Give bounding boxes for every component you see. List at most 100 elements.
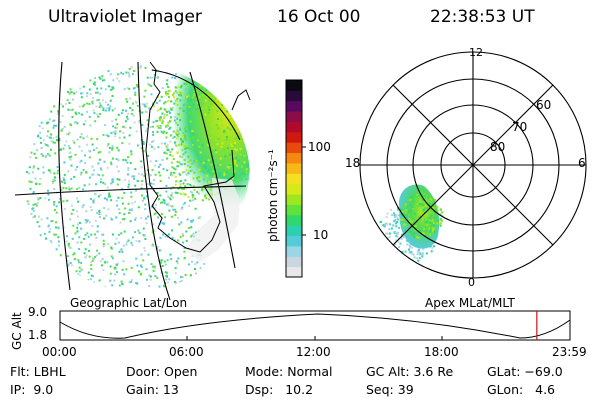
speckle-pixel [123, 213, 126, 216]
speckle-pixel [114, 107, 117, 110]
speckle-pixel [395, 258, 398, 260]
speckle-pixel [402, 210, 405, 213]
speckle-pixel [112, 157, 114, 160]
speckle-pixel [124, 120, 127, 123]
speckle-pixel [413, 232, 416, 235]
speckle-pixel [90, 268, 93, 270]
speckle-pixel [235, 164, 238, 167]
speckle-pixel [225, 138, 228, 141]
speckle-pixel [194, 263, 197, 266]
speckle-pixel [413, 212, 416, 215]
speckle-pixel [238, 108, 241, 111]
speckle-pixel [118, 136, 121, 139]
speckle-pixel [54, 124, 57, 127]
speckle-pixel [142, 142, 145, 145]
speckle-pixel [433, 245, 435, 248]
speckle-pixel [67, 133, 70, 136]
speckle-pixel [221, 103, 224, 106]
speckle-pixel [70, 204, 73, 207]
speckle-pixel [50, 133, 53, 136]
speckle-pixel [129, 126, 132, 129]
speckle-pixel [416, 253, 419, 256]
speckle-pixel [187, 263, 190, 266]
speckle-pixel [245, 116, 248, 119]
speckle-pixel [170, 194, 173, 197]
mlt-label-18: 18 [345, 156, 361, 170]
speckle-pixel [166, 235, 169, 238]
speckle-pixel [77, 215, 79, 218]
speckle-pixel [159, 236, 162, 239]
colorbar-swatch [286, 256, 302, 268]
speckle-pixel [31, 171, 34, 174]
speckle-pixel [94, 83, 97, 86]
speckle-pixel [386, 212, 389, 215]
speckle-pixel [116, 123, 119, 126]
speckle-pixel [39, 197, 42, 199]
speckle-pixel [394, 257, 396, 259]
speckle-pixel [376, 238, 379, 241]
speckle-pixel [146, 76, 149, 79]
speckle-pixel [157, 216, 160, 219]
speckle-pixel [201, 199, 204, 202]
speckle-pixel [171, 192, 174, 195]
speckle-pixel [177, 187, 180, 190]
speckle-pixel [180, 208, 183, 211]
speckle-pixel [64, 207, 66, 210]
speckle-pixel [172, 130, 175, 133]
speckle-pixel [393, 216, 396, 218]
colorbar-swatch [286, 214, 302, 226]
speckle-pixel [214, 149, 217, 152]
speckle-pixel [189, 166, 192, 168]
speckle-pixel [120, 112, 123, 115]
speckle-pixel [178, 143, 181, 146]
speckle-pixel [156, 192, 159, 194]
speckle-pixel [192, 177, 195, 180]
speckle-pixel [89, 79, 92, 82]
speckle-pixel [82, 188, 85, 191]
speckle-pixel [117, 149, 120, 152]
speckle-pixel [218, 132, 221, 135]
speckle-pixel [57, 110, 60, 113]
speckle-pixel [416, 205, 419, 208]
speckle-pixel [171, 155, 174, 158]
speckle-pixel [383, 225, 386, 228]
speckle-pixel [121, 202, 124, 205]
speckle-pixel [79, 136, 82, 139]
speckle-pixel [68, 102, 71, 104]
speckle-pixel [99, 167, 102, 170]
speckle-pixel [208, 109, 211, 111]
speckle-pixel [232, 94, 235, 97]
speckle-pixel [102, 245, 105, 248]
speckle-pixel [105, 107, 108, 110]
speckle-pixel [90, 261, 93, 264]
speckle-pixel [83, 123, 85, 126]
speckle-pixel [60, 148, 62, 151]
speckle-pixel [173, 141, 176, 144]
speckle-pixel [107, 135, 110, 138]
speckle-pixel [28, 166, 31, 169]
speckle-pixel [48, 230, 51, 233]
speckle-pixel [408, 232, 411, 235]
speckle-pixel [166, 111, 169, 113]
speckle-pixel [182, 182, 185, 185]
speckle-pixel [138, 270, 141, 273]
speckle-pixel [33, 143, 36, 146]
speckle-pixel [62, 147, 65, 150]
speckle-pixel [41, 127, 44, 130]
speckle-pixel [388, 232, 391, 235]
speckle-pixel [82, 168, 85, 171]
speckle-pixel [80, 92, 83, 95]
speckle-pixel [98, 174, 101, 177]
speckle-pixel [175, 133, 178, 136]
speckle-pixel [149, 143, 152, 146]
speckle-pixel [164, 263, 167, 266]
speckle-pixel [181, 149, 184, 152]
speckle-pixel [221, 142, 224, 145]
speckle-pixel [78, 145, 81, 148]
speckle-pixel [120, 248, 123, 251]
sunlit-region [186, 178, 240, 262]
speckle-pixel [130, 150, 132, 153]
speckle-pixel [93, 257, 95, 260]
speckle-pixel [128, 211, 130, 214]
speckle-pixel [188, 111, 191, 114]
